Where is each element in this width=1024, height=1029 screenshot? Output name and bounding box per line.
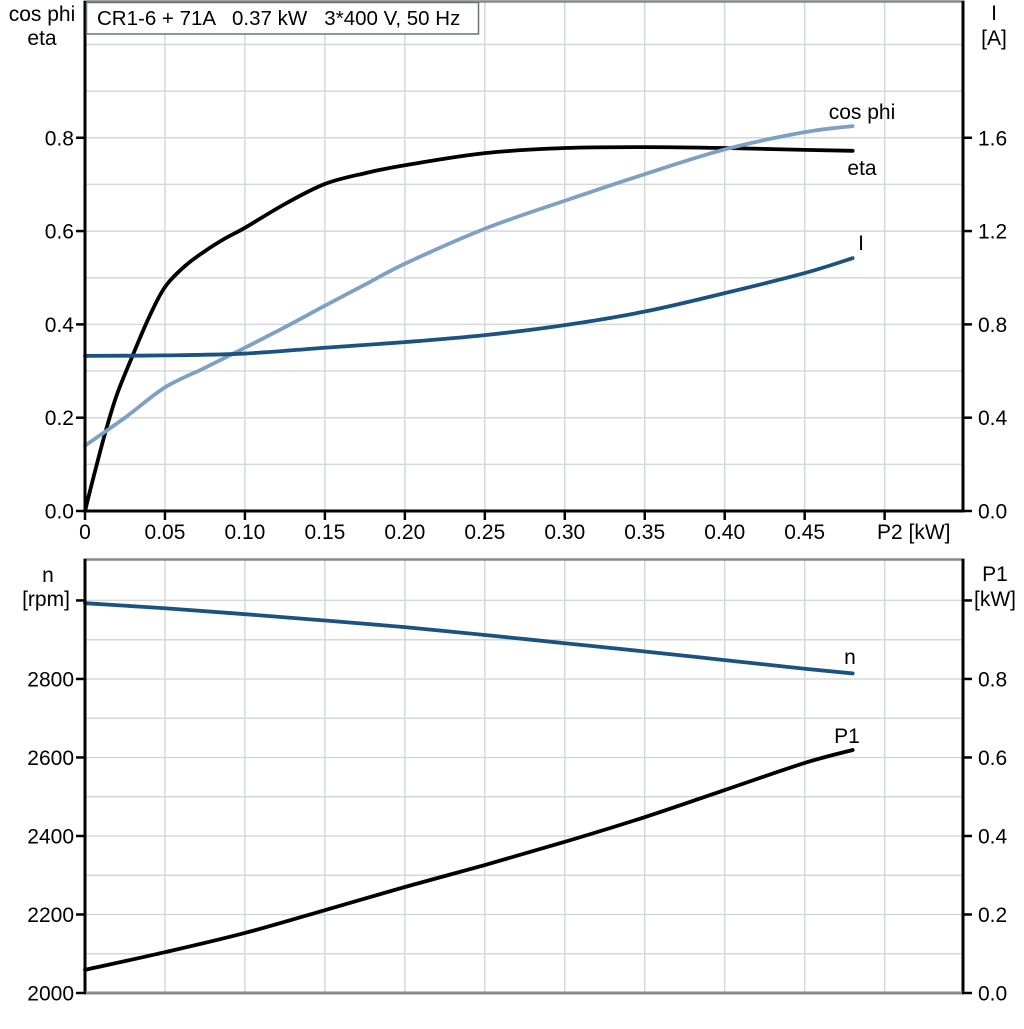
curve-p1 [83, 748, 855, 972]
curves-layer [83, 124, 855, 972]
axes-layer [76, 0, 972, 995]
left-tick-label: 2000 [27, 983, 74, 1006]
curve-i [83, 256, 855, 358]
right-tick-label: 0.0 [978, 501, 1007, 524]
title-box-frame [85, 1, 480, 35]
curve-n [83, 601, 855, 676]
right-tick-label: 0.0 [978, 983, 1007, 1006]
right-tick-label: 1.2 [978, 221, 1007, 244]
x-tick-label: 0.25 [464, 521, 505, 544]
left-tick-label: 2800 [27, 668, 74, 691]
curve-label-speed: n [844, 646, 856, 669]
x-tick-label: 0 [79, 521, 91, 544]
left-tick-label: 2600 [27, 747, 74, 770]
left-tick-label: 0.2 [45, 407, 74, 430]
curve-label-eta: eta [847, 157, 877, 180]
chart-title: CR1-6 + 71A 0.37 kW 3*400 V, 50 Hz [97, 7, 460, 30]
bottom-left-axis-label-line1: n [42, 564, 54, 587]
x-tick-label: 0.30 [544, 521, 585, 544]
title-box: CR1-6 + 71A 0.37 kW 3*400 V, 50 Hz [85, 1, 480, 35]
gridlines-layer [85, 2, 963, 993]
top-right-axis-label-line1: I [991, 2, 997, 25]
curve-label-p1: P1 [834, 725, 860, 748]
x-tick-label: 0.10 [224, 521, 265, 544]
right-tick-label: 0.4 [978, 407, 1008, 430]
bottom-right-axis-label-line1: P1 [982, 563, 1008, 586]
left-tick-label: 0.4 [45, 314, 75, 337]
x-tick-label: 0.05 [145, 521, 186, 544]
bottom-left-axis-label-line2: [rpm] [22, 588, 70, 611]
right-tick-label: 0.4 [978, 825, 1008, 848]
curve-cos-phi [83, 124, 855, 448]
left-tick-label: 0.8 [45, 127, 74, 150]
curve-label-current: I [858, 232, 864, 255]
x-tick-label: 0.20 [384, 521, 425, 544]
right-tick-label: 0.2 [978, 904, 1007, 927]
tick-labels-layer: 0.0 0.2 0.4 0.6 0.8 0.0 0.4 0.8 1.2 1.6 0 0.05 0.10 0… [27, 127, 1007, 1005]
left-tick-label: 2400 [27, 825, 74, 848]
right-tick-label: 0.8 [978, 668, 1007, 691]
top-right-axis-label-line2: [A] [981, 27, 1007, 50]
right-tick-label: 1.6 [978, 127, 1007, 150]
left-tick-label: 2200 [27, 904, 74, 927]
x-tick-label: 0.40 [704, 521, 745, 544]
x-tick-label: 0.35 [624, 521, 665, 544]
right-tick-label: 0.6 [978, 747, 1007, 770]
top-left-axis-label-line2: eta [27, 27, 57, 50]
bottom-right-axis-label-line2: [kW] [974, 588, 1016, 611]
x-axis-label: P2 [kW] [877, 521, 951, 544]
left-tick-label: 0.0 [45, 501, 74, 524]
curve-label-cos-phi: cos phi [829, 101, 896, 124]
x-tick-label: 0.15 [304, 521, 345, 544]
left-tick-label: 0.6 [45, 221, 74, 244]
right-tick-label: 0.8 [978, 314, 1007, 337]
x-tick-label: 0.45 [784, 521, 825, 544]
curve-eta [83, 145, 855, 513]
top-left-axis-label-line1: cos phi [9, 3, 76, 26]
